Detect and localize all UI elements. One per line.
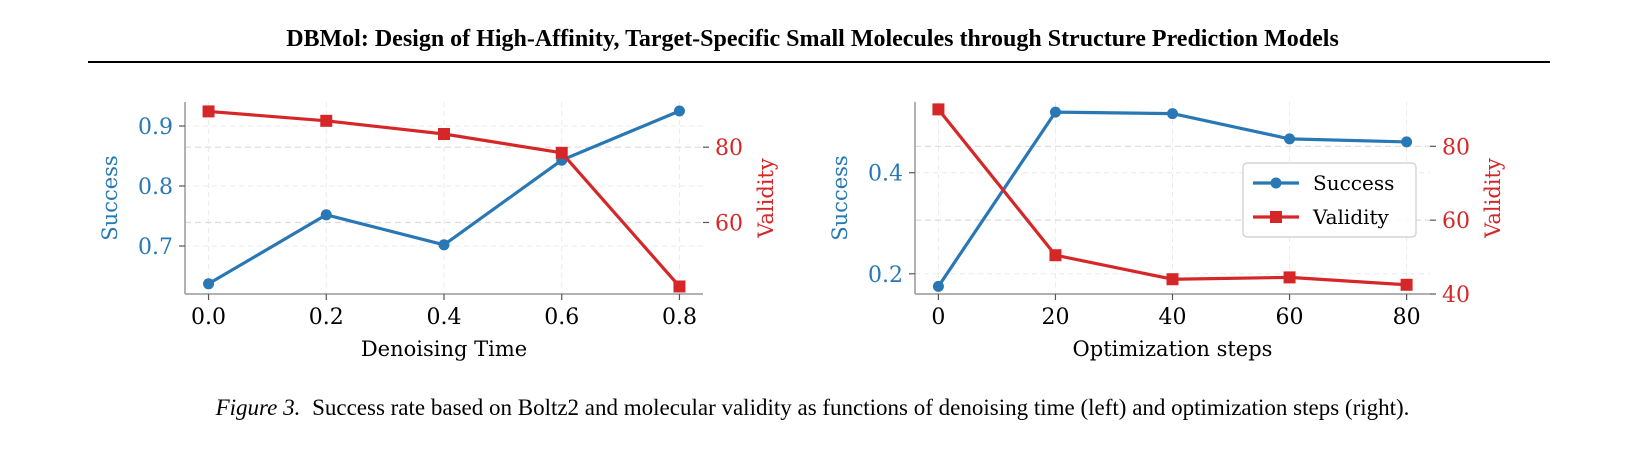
y-right-tick-label: 60 — [1442, 209, 1470, 234]
success-point — [320, 209, 332, 221]
validity-point — [202, 105, 215, 118]
x-tick-label: 80 — [1393, 305, 1421, 330]
y-left-axis-label: Success — [98, 155, 122, 240]
x-tick-label: 0 — [931, 305, 945, 330]
chart-panel-2: 0 20 40 60 80 0.2 0.4 40 60 80 Optimization steps S… — [828, 102, 1505, 361]
validity-point — [673, 280, 686, 293]
success-point — [1167, 108, 1178, 120]
y-left-tick-label: 0.9 — [138, 115, 173, 140]
validity-point — [1283, 271, 1296, 284]
validity-point — [1400, 278, 1413, 291]
success-point — [203, 278, 215, 290]
figure-caption-text: Success rate based on Boltz2 and molecul… — [312, 395, 1410, 420]
x-axis-label: Denoising Time — [361, 337, 527, 361]
x-tick-label: 0.8 — [662, 305, 697, 330]
success-point — [1401, 136, 1413, 148]
x-tick-label: 0.2 — [309, 305, 344, 330]
figure-caption: Figure 3. Success rate based on Boltz2 a… — [0, 395, 1625, 421]
legend-validity-marker — [1270, 211, 1282, 223]
y-right-tick-label: 60 — [715, 211, 743, 236]
y-right-axis-label: Validity — [754, 158, 778, 239]
paper-header-title: DBMol: Design of High-Affinity, Target-S… — [286, 26, 1339, 52]
y-left-tick-label: 0.2 — [868, 263, 903, 288]
y-left-tick-label: 0.8 — [138, 175, 173, 200]
x-tick-label: 0.0 — [191, 305, 226, 330]
y-right-tick-label: 80 — [1442, 135, 1470, 160]
validity-point — [932, 103, 945, 116]
validity-point — [320, 114, 333, 127]
success-point — [1284, 133, 1296, 145]
validity-point — [1166, 273, 1179, 286]
success-point — [438, 239, 450, 251]
validity-point — [555, 146, 568, 159]
legend-success-label: Success — [1313, 171, 1394, 195]
validity-point — [1049, 249, 1062, 262]
figure-caption-label: Figure 3. — [215, 395, 301, 420]
y-right-axis-label: Validity — [1481, 158, 1505, 239]
x-tick-label: 20 — [1041, 305, 1069, 330]
y-left-tick-label: 0.4 — [868, 162, 903, 187]
y-left-tick-label: 0.7 — [138, 235, 173, 260]
y-right-tick-label: 80 — [715, 136, 743, 161]
x-tick-label: 0.6 — [544, 305, 579, 330]
x-tick-label: 0.4 — [427, 305, 462, 330]
x-axis-label: Optimization steps — [1073, 337, 1273, 361]
legend-success-marker — [1270, 177, 1282, 189]
validity-point — [438, 128, 450, 140]
header-rule — [88, 61, 1550, 63]
legend: Success Validity — [1242, 162, 1417, 238]
chart-panel-1: 0.0 0.2 0.4 0.6 0.8 0.7 0.8 0.9 60 80 Denoising Ti… — [98, 102, 778, 361]
y-right-tick-label: 40 — [1442, 283, 1470, 308]
y-left-axis-label: Success — [828, 155, 852, 240]
success-point — [1049, 106, 1061, 118]
success-point — [932, 280, 944, 292]
success-point — [673, 105, 685, 117]
x-tick-label: 40 — [1159, 305, 1187, 330]
x-tick-label: 60 — [1276, 305, 1304, 330]
legend-validity-label: Validity — [1312, 205, 1390, 229]
